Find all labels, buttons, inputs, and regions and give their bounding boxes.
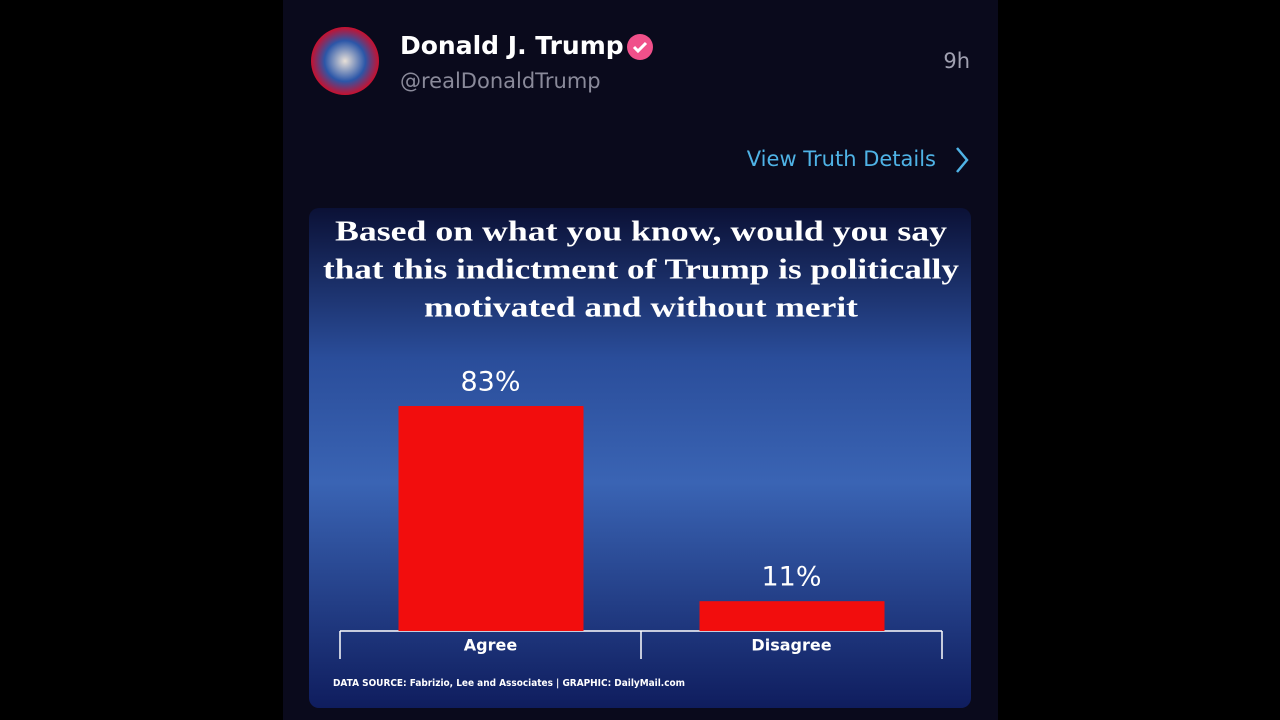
handle[interactable]: @realDonaldTrump — [400, 69, 601, 93]
chart-title: motivated and without merit — [424, 292, 858, 324]
verified-badge — [627, 34, 653, 60]
author-name[interactable]: Donald J. Trump — [400, 31, 624, 60]
x-tick-label: Agree — [464, 636, 518, 655]
chart: Based on what you know, would you say tha… — [323, 216, 960, 689]
details-link[interactable]: View Truth Details — [747, 147, 936, 171]
timestamp: 9h — [943, 49, 970, 73]
chart-title: Based on what you know, would you say — [335, 216, 948, 248]
chart-title: that this indictment of Trump is politic… — [323, 254, 960, 286]
bar — [699, 601, 885, 631]
data-label: 83% — [460, 367, 520, 398]
bar — [398, 406, 584, 631]
avatar[interactable] — [311, 27, 379, 95]
source-note: DATA SOURCE: Fabrizio, Lee and Associate… — [333, 678, 685, 689]
data-label: 11% — [761, 562, 821, 593]
chevron[interactable] — [956, 147, 969, 173]
x-tick-label: Disagree — [751, 636, 831, 655]
